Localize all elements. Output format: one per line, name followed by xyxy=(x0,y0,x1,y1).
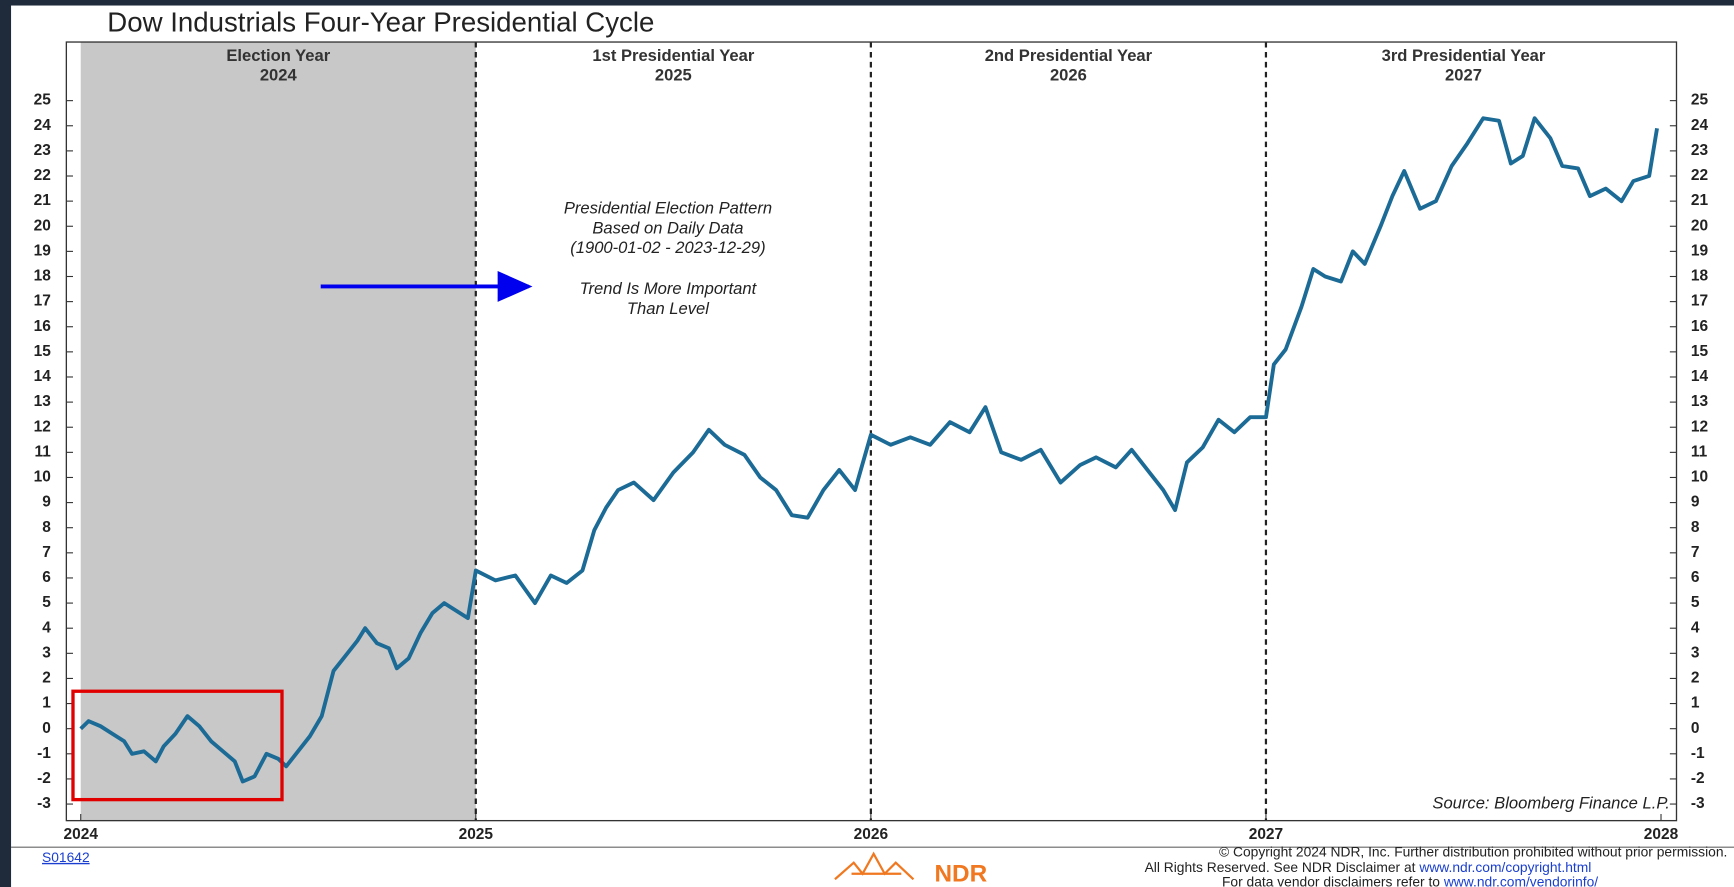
x-tick-label: 2024 xyxy=(64,826,99,843)
y2-tick-label: 14 xyxy=(1691,368,1709,385)
y-tick-label: -2 xyxy=(37,770,51,787)
y-tick-label: 24 xyxy=(34,117,52,134)
period-year: 2025 xyxy=(655,66,692,85)
y-tick-label: -1 xyxy=(37,745,51,762)
highlight-box xyxy=(71,689,284,802)
annotation: Based on Daily Data xyxy=(592,218,743,237)
y2-tick-label: 9 xyxy=(1691,494,1700,511)
logo-icon xyxy=(834,851,915,881)
y-tick-label: 21 xyxy=(34,192,52,209)
y-tick-label: 25 xyxy=(34,92,52,109)
annotation: Presidential Election Pattern xyxy=(564,198,772,217)
y2-tick-label: 1 xyxy=(1691,695,1700,712)
y-tick-label: 17 xyxy=(34,293,51,310)
y2-tick-label: 7 xyxy=(1691,544,1700,561)
y2-tick-label: 3 xyxy=(1691,644,1700,661)
x-tick-label: 2025 xyxy=(459,826,494,843)
y-tick-label: 18 xyxy=(34,268,52,285)
source: Source: Bloomberg Finance L.P. xyxy=(1432,793,1669,812)
y-tick-label: 22 xyxy=(34,167,51,184)
x-tick-label: 2027 xyxy=(1249,826,1283,843)
x-tick-label: 2026 xyxy=(854,826,889,843)
period-year: 2026 xyxy=(1050,66,1087,85)
y-tick-label: 10 xyxy=(34,469,51,486)
annotation: Trend Is More Important xyxy=(580,279,758,298)
y2-tick-label: 22 xyxy=(1691,167,1708,184)
period-year: 2024 xyxy=(260,66,298,85)
y-tick-label: -3 xyxy=(37,795,51,812)
y2-tick-label: 16 xyxy=(1691,318,1709,335)
y2-tick-label: 18 xyxy=(1691,268,1709,285)
shaded-period xyxy=(80,42,476,821)
copyright: © Copyright 2024 NDR, Inc. Further distr… xyxy=(1219,843,1727,859)
annotation: Than Level xyxy=(627,299,710,318)
y-tick-label: 8 xyxy=(42,519,51,536)
y-tick-label: 7 xyxy=(42,544,51,561)
y2-tick-label: 20 xyxy=(1691,217,1708,234)
y2-tick-label: 25 xyxy=(1691,92,1709,109)
y2-tick-label: 0 xyxy=(1691,720,1700,737)
y2-tick-label: 15 xyxy=(1691,343,1709,360)
y-tick-label: 3 xyxy=(42,644,51,661)
chart-title: Dow Industrials Four-Year Presidential C… xyxy=(107,7,654,38)
y2-tick-label: 23 xyxy=(1691,142,1709,159)
y2-tick-label: 8 xyxy=(1691,519,1700,536)
plot-frame xyxy=(65,41,1678,822)
y-tick-label: 16 xyxy=(34,318,52,335)
rights: All Rights Reserved. See NDR Disclaimer … xyxy=(1145,859,1592,875)
vendor-text: For data vendor disclaimers refer to xyxy=(1222,873,1444,887)
y-tick-label: 23 xyxy=(34,142,52,159)
period-name: 1st Presidential Year xyxy=(592,46,754,65)
period-year: 2027 xyxy=(1445,66,1482,85)
y2-tick-label: -3 xyxy=(1691,795,1705,812)
y2-tick-label: -2 xyxy=(1691,770,1705,787)
y-tick-label: 12 xyxy=(34,418,51,435)
y-tick-label: 4 xyxy=(42,619,51,636)
y2-tick-label: 24 xyxy=(1691,117,1709,134)
vendor: For data vendor disclaimers refer to www… xyxy=(1222,873,1598,887)
y2-tick-label: 6 xyxy=(1691,569,1700,586)
y2-tick-label: 10 xyxy=(1691,469,1708,486)
y2-tick-label: 19 xyxy=(1691,242,1709,259)
y2-tick-label: 5 xyxy=(1691,594,1700,611)
y2-tick-label: 12 xyxy=(1691,418,1708,435)
y-tick-label: 2 xyxy=(42,670,51,687)
period-name: 3rd Presidential Year xyxy=(1382,46,1546,65)
y-tick-label: 6 xyxy=(42,569,51,586)
rights-text: All Rights Reserved. See NDR Disclaimer … xyxy=(1145,859,1420,875)
y2-tick-label: 21 xyxy=(1691,192,1709,209)
y2-tick-label: 13 xyxy=(1691,393,1709,410)
y-tick-label: 9 xyxy=(42,494,51,511)
y-tick-label: 1 xyxy=(42,695,51,712)
y-tick-label: 0 xyxy=(42,720,51,737)
y-tick-label: 13 xyxy=(34,393,52,410)
y2-tick-label: 2 xyxy=(1691,670,1700,687)
chart-code[interactable]: S01642 xyxy=(42,849,90,865)
y-tick-label: 14 xyxy=(34,368,52,385)
rights-link[interactable]: www.ndr.com/copyright.html xyxy=(1418,859,1591,875)
y2-tick-label: 11 xyxy=(1691,443,1708,460)
y-tick-label: 5 xyxy=(42,594,51,611)
logo: NDR xyxy=(934,860,987,887)
y2-tick-label: -1 xyxy=(1691,745,1705,762)
vendor-link[interactable]: www.ndr.com/vendorinfo/ xyxy=(1443,873,1598,887)
x-tick-label: 2028 xyxy=(1644,826,1679,843)
y-tick-label: 11 xyxy=(35,443,52,460)
y-tick-label: 19 xyxy=(34,242,52,259)
y-tick-label: 15 xyxy=(34,343,52,360)
y2-tick-label: 4 xyxy=(1691,619,1700,636)
period-name: Election Year xyxy=(226,46,330,65)
period-name: 2nd Presidential Year xyxy=(985,46,1153,65)
y-tick-label: 20 xyxy=(34,217,51,234)
y2-tick-label: 17 xyxy=(1691,293,1708,310)
annotation: (1900-01-02 - 2023-12-29) xyxy=(570,238,765,257)
